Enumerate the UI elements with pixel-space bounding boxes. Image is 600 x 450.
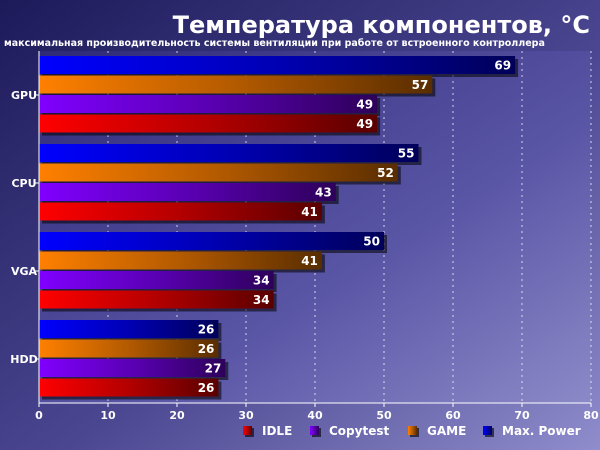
legend-swatch [483,426,492,435]
legend: IDLE Copytest GAME Max. Power [243,424,581,438]
x-tick-label: 0 [35,409,43,422]
bar-value-label: 43 [315,186,332,200]
legend-label: Max. Power [502,424,581,438]
bar [39,232,384,250]
bar-value-label: 41 [301,205,318,219]
bar [39,56,516,74]
x-tick-label: 60 [445,409,461,422]
grid [107,51,592,403]
bar [39,75,433,94]
legend-swatch [408,426,417,435]
bar [39,320,219,338]
bar-value-label: 69 [494,59,511,73]
legend-label: GAME [427,424,466,438]
bar [39,114,378,133]
bar-value-label: 34 [253,293,270,307]
x-tick-label: 40 [307,409,323,422]
chart-title: Температура компонентов, °C [173,11,590,39]
category-label: VGA [11,265,38,278]
bar-value-label: 34 [253,274,270,288]
x-tick-label: 70 [514,409,530,422]
chart-subtitle: максимальная производительность системы … [4,38,545,49]
x-tick-label: 10 [100,409,116,422]
bar [39,144,419,162]
legend-label: IDLE [262,424,292,438]
bar [39,95,378,113]
category-label: CPU [11,177,36,190]
bar [39,339,219,358]
legend-label: Copytest [329,424,389,438]
legend-swatch [310,426,319,435]
category-label: HDD [10,353,37,366]
bar [39,163,398,182]
legend-swatch [243,426,252,435]
bars: 69 57 49 49 55 52 43 41 50 41 34 34 26 26 27 26 [39,56,519,400]
bar-value-label: 41 [301,254,318,268]
bar-value-label: 52 [377,166,394,180]
bar [39,378,219,397]
bar-value-label: 27 [205,362,222,376]
x-tick-label: 80 [583,409,599,422]
bar [39,251,322,270]
x-tick-label: 50 [376,409,392,422]
bar [39,202,322,221]
bar [39,183,336,201]
category-label: GPU [11,89,37,102]
bar-value-label: 26 [198,381,215,395]
x-ticks: 0 10 20 30 40 50 60 70 80 [35,403,599,422]
bar [39,290,274,309]
bar-value-label: 49 [356,98,373,112]
bar-value-label: 50 [363,235,380,249]
bar [39,271,274,289]
bar-value-label: 57 [412,78,429,92]
bar-value-label: 26 [198,342,215,356]
category-labels: GPU CPU VGA HDD [10,89,39,366]
bar-value-label: 55 [398,147,415,161]
bar-value-label: 26 [198,323,215,337]
x-tick-label: 30 [238,409,254,422]
x-tick-label: 20 [169,409,185,422]
bar [39,359,226,377]
bar-value-label: 49 [356,117,373,131]
